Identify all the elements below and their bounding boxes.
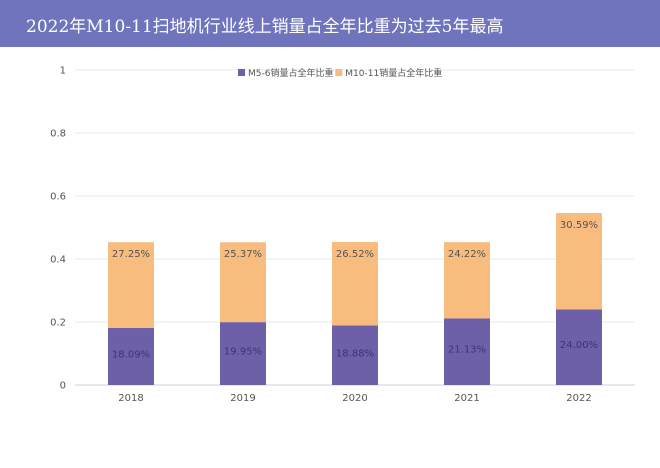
data-label: 19.95% <box>224 347 262 358</box>
bar-segment <box>220 322 266 385</box>
data-label: 21.13% <box>448 345 486 356</box>
y-tick-label: 0.4 <box>50 255 66 266</box>
legend-swatch <box>335 69 343 76</box>
legend-entry: M5-6销量占全年比重 <box>248 67 333 79</box>
data-label: 24.00% <box>560 340 598 351</box>
bar-segment <box>108 328 154 385</box>
data-label: 24.22% <box>448 249 486 260</box>
data-label: 27.25% <box>112 249 150 260</box>
bar-segment <box>108 242 154 329</box>
chart-title: 2022年M10-11扫地机行业线上销量占全年比重为过去5年最高 <box>26 17 504 37</box>
x-tick-label: 2022 <box>566 393 591 404</box>
data-label: 18.88% <box>336 348 374 359</box>
title-bar: 2022年M10-11扫地机行业线上销量占全年比重为过去5年最高 <box>0 0 660 47</box>
y-tick-label: 1 <box>60 66 66 77</box>
y-tick-label: 0.2 <box>50 318 66 329</box>
y-tick-label: 0.8 <box>50 129 66 140</box>
bar-segment <box>444 318 490 385</box>
x-tick-label: 2019 <box>230 393 255 404</box>
data-label: 25.37% <box>224 249 262 260</box>
bar-segment <box>332 241 378 326</box>
data-label: 26.52% <box>336 249 374 260</box>
y-tick-label: 0.6 <box>50 192 66 203</box>
bar-segment <box>556 309 602 385</box>
y-tick-label: 0 <box>60 381 66 392</box>
bar-segment <box>556 213 602 310</box>
data-label: 18.09% <box>112 350 150 361</box>
x-tick-label: 2021 <box>454 393 479 404</box>
bar-segment <box>444 242 490 319</box>
data-label: 30.59% <box>560 220 598 231</box>
bar-segment <box>220 242 266 323</box>
x-tick-label: 2018 <box>118 393 143 404</box>
legend-swatch <box>238 69 245 76</box>
bar-segment <box>332 325 378 385</box>
legend-entry: M10-11销量占全年比重 <box>345 67 442 79</box>
x-tick-label: 2020 <box>342 393 367 404</box>
